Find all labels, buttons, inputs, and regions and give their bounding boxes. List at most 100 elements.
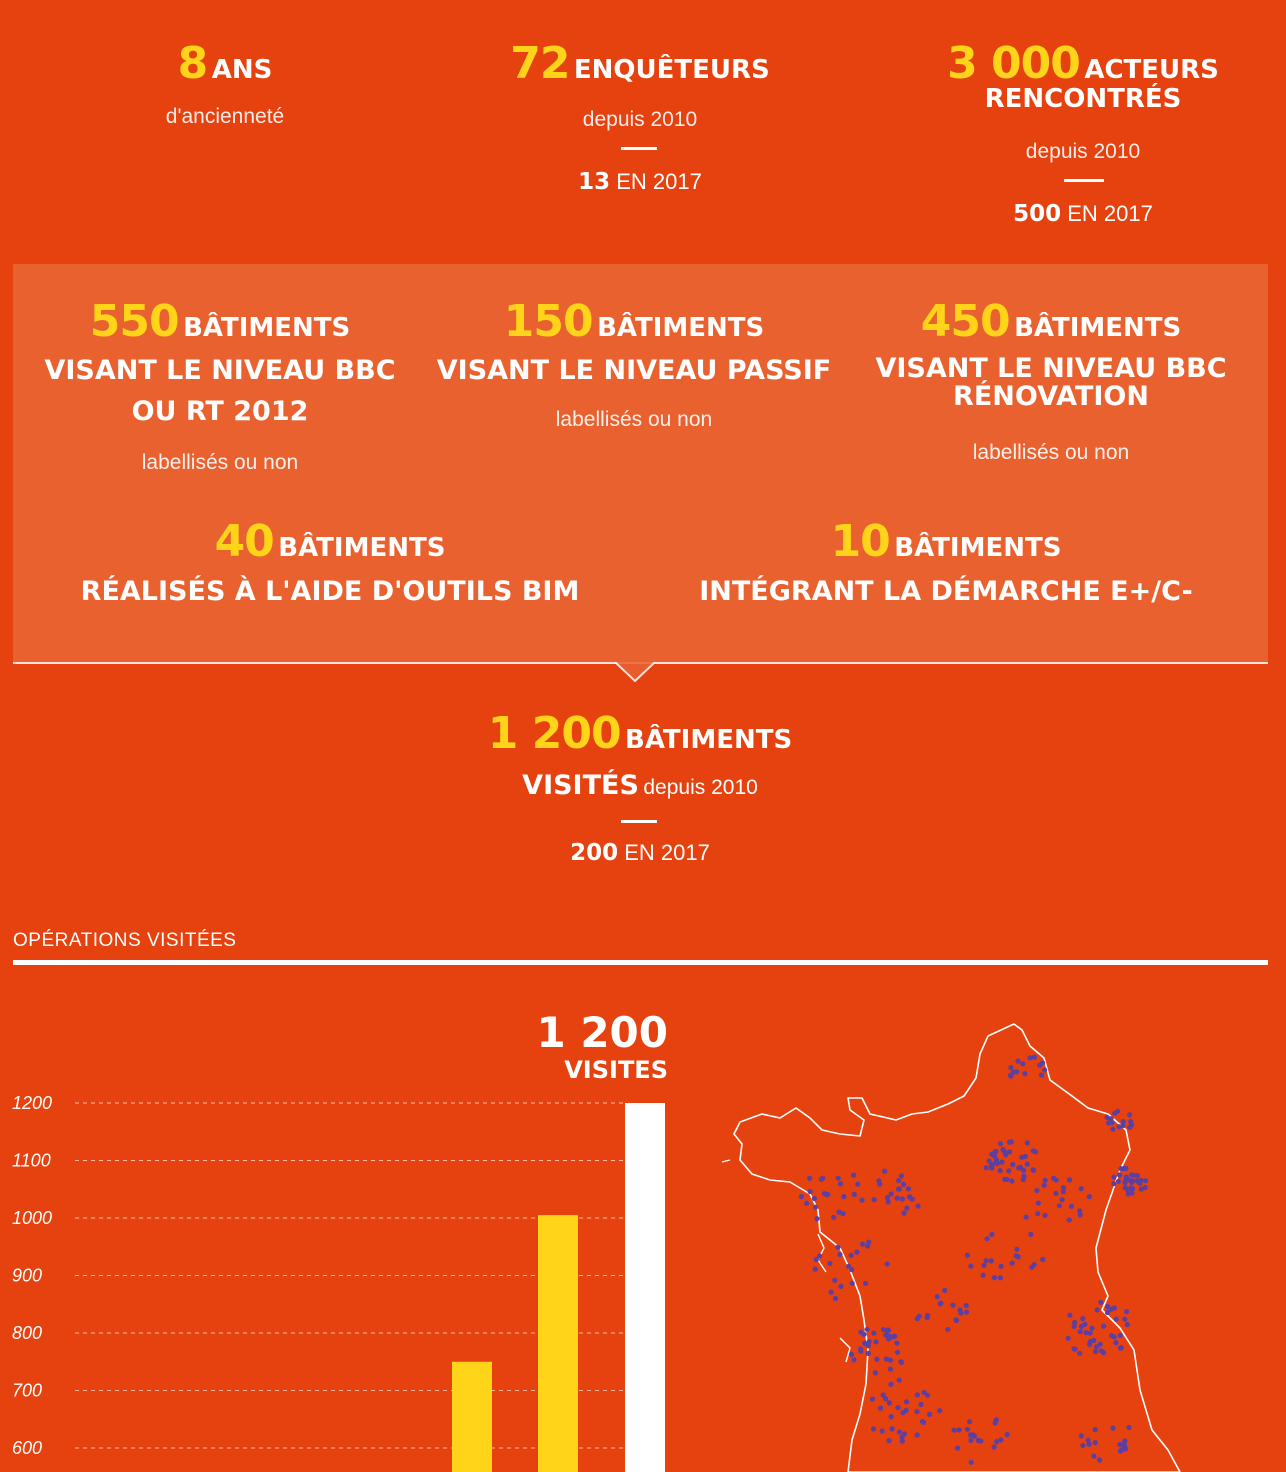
map-dot <box>820 1175 826 1181</box>
map-dot <box>978 1438 984 1444</box>
building-renovation-desc-line2: RÉNOVATION <box>953 381 1149 413</box>
map-dot <box>827 1260 833 1266</box>
map-dot <box>1086 1441 1092 1447</box>
map-dot <box>988 1258 994 1264</box>
section-title: OPÉRATIONS VISITÉES <box>13 930 237 951</box>
y-tick-label: 1000 <box>12 1208 52 1228</box>
map-dot <box>1089 1325 1095 1331</box>
map-dot <box>956 1427 962 1433</box>
map-dot <box>1087 1330 1093 1336</box>
map-dot <box>904 1399 910 1405</box>
map-dot <box>816 1253 823 1259</box>
map-dot <box>997 1275 1003 1281</box>
stat-years: 8 ANS <box>125 42 325 86</box>
map-dot <box>885 1199 891 1205</box>
map-dot <box>1092 1427 1098 1433</box>
map-dot <box>861 1331 867 1337</box>
map-dot <box>998 1437 1004 1443</box>
map-dot <box>1028 1231 1034 1237</box>
map-dot <box>1085 1437 1091 1443</box>
map-dot <box>1120 1118 1126 1125</box>
building-bbc-note: labellisés ou non <box>141 451 299 474</box>
map-dot <box>1125 1191 1131 1197</box>
map-dot <box>997 1141 1004 1147</box>
map-dot <box>1111 1174 1117 1180</box>
map-dot <box>838 1283 844 1289</box>
bar-chart: 1200 1100 1000 900 800 700 600 <box>12 1093 665 1472</box>
map-dot <box>1129 1172 1135 1178</box>
map-dot <box>831 1214 837 1220</box>
stat-actors-number: 3 000 <box>947 38 1081 89</box>
total-unit: BÂTIMENTS <box>625 725 793 755</box>
pointer-triangle <box>615 662 655 683</box>
map-dot <box>914 1432 920 1438</box>
y-tick-label: 1200 <box>12 1093 52 1113</box>
map-dot <box>1097 1457 1103 1463</box>
map-dot <box>920 1419 927 1425</box>
total-visited-label: VISITÉS <box>522 770 639 801</box>
map-dot <box>874 1356 880 1362</box>
map-dot <box>840 1211 846 1217</box>
map-dot <box>1094 1307 1100 1313</box>
map-dot <box>899 1196 905 1202</box>
map-dot <box>886 1400 892 1406</box>
map-dot <box>1082 1321 1088 1327</box>
map-dot <box>1072 1319 1078 1326</box>
section-rule <box>13 960 1268 965</box>
total-visited: VISITÉS depuis 2010 <box>390 770 890 801</box>
map-dot <box>1060 1189 1066 1195</box>
map-dot <box>1065 1335 1071 1341</box>
map-dot <box>1059 1197 1065 1203</box>
map-dot <box>865 1343 871 1349</box>
map-dot <box>968 1459 974 1465</box>
map-dot <box>991 1444 997 1450</box>
map-dot <box>1110 1126 1116 1132</box>
building-passif-desc: VISANT LE NIVEAU PASSIF <box>436 355 832 386</box>
map-dot <box>837 1251 843 1258</box>
map-dot <box>1093 1344 1100 1350</box>
map-dot <box>870 1426 877 1432</box>
map-dot <box>886 1438 892 1444</box>
map-dot <box>865 1243 871 1249</box>
map-dot <box>1123 1165 1129 1171</box>
map-dot <box>888 1414 894 1420</box>
map-dot <box>1027 1055 1033 1061</box>
map-dot <box>1109 1333 1115 1339</box>
map-dot <box>1122 1180 1128 1186</box>
map-dot <box>1068 1203 1074 1209</box>
map-dot <box>883 1356 889 1362</box>
map-dot <box>894 1195 900 1201</box>
building-bbc-desc: VISANT LE NIVEAU BBC OU RT 2012 <box>20 355 420 427</box>
building-passif: 150 BÂTIMENTS <box>434 300 834 344</box>
map-dot <box>848 1351 854 1357</box>
map-dot <box>934 1294 940 1300</box>
map-dot <box>1086 1194 1092 1200</box>
building-ec: 10 BÂTIMENTS <box>696 520 1196 564</box>
map-dot <box>1031 1167 1037 1173</box>
map-dot <box>851 1172 857 1178</box>
map-dot <box>898 1359 905 1365</box>
map-dot <box>814 1216 820 1222</box>
map-dot <box>890 1334 896 1340</box>
stat-actors-2017: 500 EN 2017 <box>900 201 1266 227</box>
map-dot <box>945 1326 951 1333</box>
map-dot <box>1024 1161 1030 1167</box>
map-dot <box>1091 1453 1097 1459</box>
total-2017-number: 200 <box>570 840 619 866</box>
map-dot <box>1124 1322 1130 1328</box>
map-dot <box>1060 1185 1067 1191</box>
map-dot <box>997 1168 1003 1174</box>
map-dot <box>1117 1441 1123 1448</box>
map-dot <box>980 1272 986 1278</box>
map-dot <box>904 1205 910 1211</box>
map-dot <box>964 1426 971 1432</box>
map-dot <box>1006 1168 1012 1174</box>
total-since: depuis 2010 <box>643 776 758 799</box>
chart-annotation: 1 200 VISITES <box>520 1012 668 1083</box>
map-dot <box>869 1396 875 1402</box>
stat-actors-sub: depuis 2010 <box>1025 140 1141 163</box>
map-dot <box>1123 1174 1129 1180</box>
map-dot <box>1035 1211 1041 1217</box>
map-dot <box>1127 1177 1133 1183</box>
stat-actors-2017-text: EN 2017 <box>1067 201 1153 226</box>
